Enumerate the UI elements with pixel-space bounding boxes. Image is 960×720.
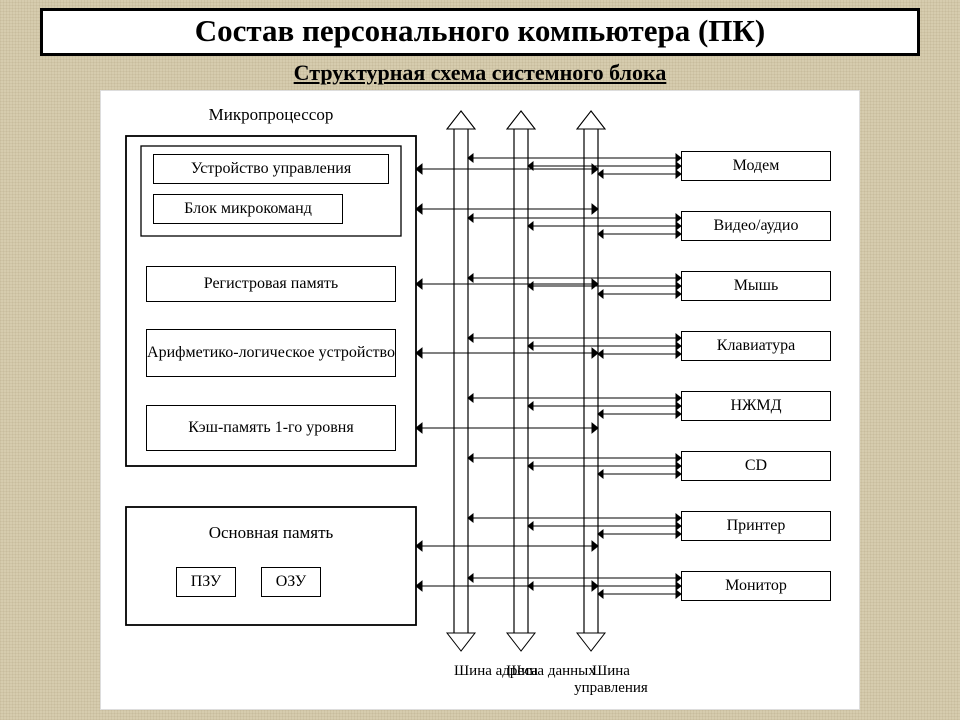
mp-inner-box: Регистровая память [146,266,396,302]
peripheral-box: Модем [681,151,831,181]
title-text: Состав персонального компьютера (ПК) [195,13,765,48]
peripheral-box: CD [681,451,831,481]
bus-label: Шина управления [556,663,666,697]
peripheral-box: Клавиатура [681,331,831,361]
peripheral-box: НЖМД [681,391,831,421]
mp-inner-box: Арифметико-логическое устройство [146,329,396,377]
main-memory-title: Основная память [126,523,416,543]
peripheral-box: Видео/аудио [681,211,831,241]
block-diagram: Шина адресаШина данныхШина управленияМик… [100,90,860,710]
slide-title: Состав персонального компьютера (ПК) [40,8,920,56]
microprocessor-title: Микропроцессор [126,105,416,125]
memory-chip-box: ПЗУ [176,567,236,597]
mp-inner-box: Блок микрокоманд [153,194,343,224]
slide-subtitle: Структурная схема системного блока [0,60,960,86]
subtitle-text: Структурная схема системного блока [294,60,667,85]
mp-inner-box: Устройство управления [153,154,389,184]
mp-inner-box: Кэш-память 1-го уровня [146,405,396,451]
peripheral-box: Мышь [681,271,831,301]
slide: Состав персонального компьютера (ПК) Стр… [0,0,960,720]
memory-chip-box: ОЗУ [261,567,321,597]
peripheral-box: Монитор [681,571,831,601]
peripheral-box: Принтер [681,511,831,541]
